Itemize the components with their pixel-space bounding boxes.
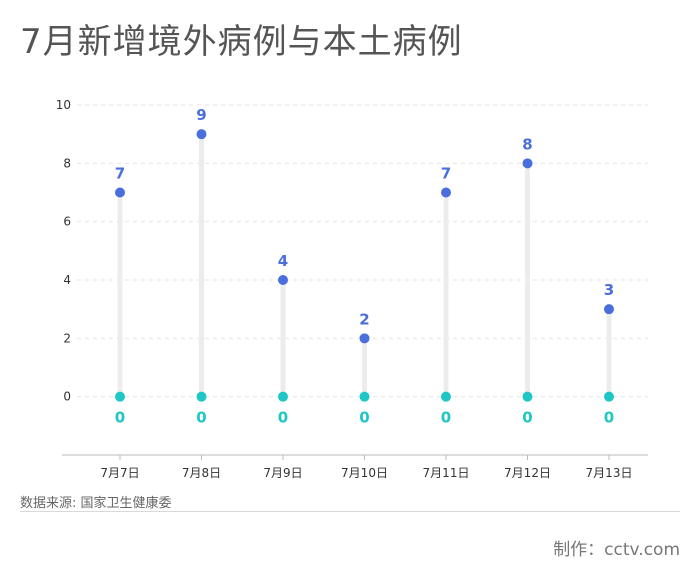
x-tick-label: 7月9日 [263, 466, 302, 480]
imported-value-label: 3 [604, 281, 614, 299]
y-tick-label: 4 [63, 273, 71, 287]
imported-point [604, 304, 614, 315]
local-point [522, 391, 533, 402]
local-value-label: 0 [441, 409, 451, 427]
chart-title: 7月新增境外病例与本土病例 [20, 22, 463, 62]
x-tick-label: 7月12日 [504, 466, 551, 480]
imported-value-label: 8 [522, 135, 532, 153]
data-labels: 7 0 9 0 4 0 2 0 7 0 8 0 3 0 [115, 106, 614, 427]
x-tick-label: 7月13日 [586, 466, 633, 480]
imported-point [115, 187, 125, 198]
x-tick-label: 7月8日 [182, 466, 221, 480]
data-points [115, 129, 614, 402]
divider [20, 511, 680, 512]
stems [117, 131, 612, 400]
data-source: 数据来源: 国家卫生健康委 [20, 496, 172, 511]
local-point [115, 391, 125, 402]
local-point [359, 391, 370, 402]
y-tick-label: 10 [56, 98, 71, 112]
x-tick-label: 7月11日 [423, 466, 470, 480]
local-value-label: 0 [522, 409, 532, 427]
imported-value-label: 9 [196, 106, 206, 124]
y-tick-label: 2 [63, 331, 71, 345]
y-tick-label: 6 [63, 215, 71, 229]
imported-value-label: 2 [359, 310, 369, 328]
imported-value-label: 7 [441, 165, 451, 183]
y-tick-label: 8 [63, 156, 71, 170]
imported-point [522, 158, 533, 169]
imported-value-label: 7 [115, 165, 125, 183]
gridlines [77, 104, 648, 398]
local-point [441, 391, 451, 402]
local-value-label: 0 [196, 409, 206, 427]
local-value-label: 0 [115, 409, 125, 427]
imported-value-label: 4 [278, 252, 288, 270]
axes: 0 2 4 6 8 10 7月7日 7月8日 7月9日 7月10日 7月11日 7月12日 7月13日 [56, 98, 648, 480]
local-value-label: 0 [359, 409, 369, 427]
local-point [604, 391, 614, 402]
imported-point [359, 333, 370, 344]
imported-point [278, 275, 288, 285]
local-value-label: 0 [278, 409, 288, 427]
credit: 制作：cctv.com [553, 540, 680, 560]
x-tick-label: 7月7日 [100, 466, 139, 480]
imported-point [441, 187, 451, 198]
local-point [196, 391, 207, 402]
local-point [278, 391, 288, 402]
x-tick-label: 7月10日 [341, 466, 388, 480]
y-tick-label: 0 [63, 390, 71, 404]
imported-point [196, 129, 207, 140]
local-value-label: 0 [604, 409, 614, 427]
